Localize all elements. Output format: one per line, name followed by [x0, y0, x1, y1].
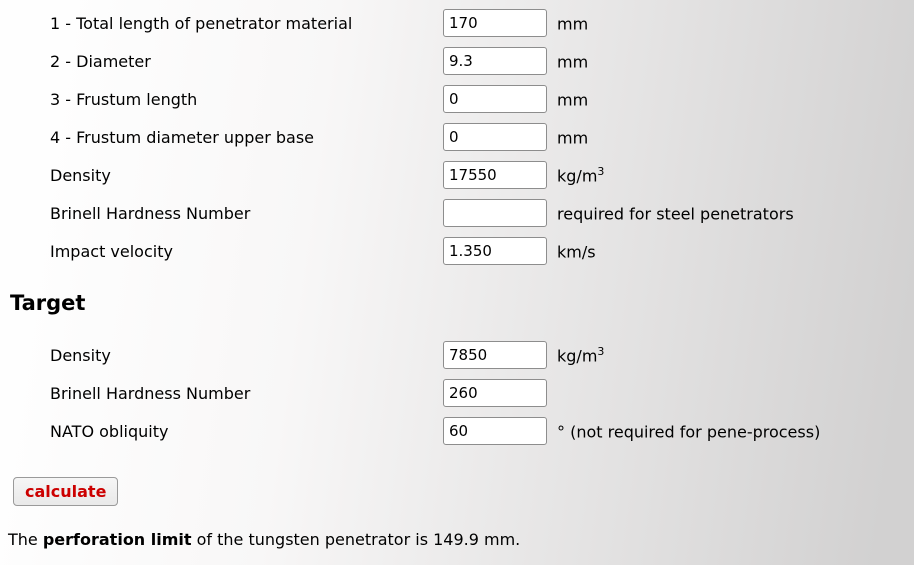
unit-text: mm: [557, 14, 589, 34]
impact-velocity-unit: km/s: [557, 241, 596, 261]
frustum-length-input[interactable]: [443, 85, 547, 113]
form-row-target-bhn: Brinell Hardness Number: [0, 374, 914, 412]
unit-text: kg/m: [557, 346, 598, 366]
diameter-input[interactable]: [443, 47, 547, 75]
impact-velocity-input[interactable]: [443, 237, 547, 265]
target-heading: Target: [10, 291, 86, 315]
form-row-target-density: Density kg/m3: [0, 336, 914, 374]
unit-text: km/s: [557, 242, 596, 262]
result-prefix: The: [8, 530, 43, 549]
nato-obliquity-label: NATO obliquity: [50, 421, 169, 441]
nato-obliquity-input[interactable]: [443, 417, 547, 445]
target-form-section: Density kg/m3 Brinell Hardness Number NA…: [0, 336, 914, 450]
diameter-unit: mm: [557, 51, 588, 71]
form-row-diameter: 2 - Diameter mm: [0, 42, 914, 80]
penetrator-form-section: 1 - Total length of penetrator material …: [0, 0, 914, 270]
form-row-penetrator-density: Density kg/m3: [0, 156, 914, 194]
total-length-unit: mm: [557, 13, 588, 33]
frustum-diameter-label: 4 - Frustum diameter upper base: [50, 127, 315, 147]
penetrator-bhn-label: Brinell Hardness Number: [50, 203, 251, 223]
frustum-diameter-unit: mm: [557, 127, 588, 147]
form-row-penetrator-bhn: Brinell Hardness Number required for ste…: [0, 194, 914, 232]
total-length-label: 1 - Total length of penetrator material: [50, 13, 353, 33]
unit-text: ° (not required for pene-process): [557, 422, 821, 442]
target-bhn-input[interactable]: [443, 379, 547, 407]
penetrator-density-input[interactable]: [443, 161, 547, 189]
nato-obliquity-note: ° (not required for pene-process): [557, 421, 820, 441]
total-length-input[interactable]: [443, 9, 547, 37]
penetrator-bhn-input[interactable]: [443, 199, 547, 227]
result-text: The perforation limit of the tungsten pe…: [8, 530, 914, 549]
unit-exponent: 3: [597, 344, 605, 358]
unit-text: mm: [557, 52, 589, 72]
frustum-length-unit: mm: [557, 89, 588, 109]
penetrator-density-label: Density: [50, 165, 111, 185]
unit-text: kg/m: [557, 166, 598, 186]
penetrator-bhn-note: required for steel penetrators: [557, 203, 794, 223]
form-row-frustum-diameter: 4 - Frustum diameter upper base mm: [0, 118, 914, 156]
impact-velocity-label: Impact velocity: [50, 241, 173, 261]
form-row-impact-velocity: Impact velocity km/s: [0, 232, 914, 270]
unit-text: required for steel penetrators: [557, 204, 794, 224]
target-density-input[interactable]: [443, 341, 547, 369]
frustum-upper-diameter-input[interactable]: [443, 123, 547, 151]
calculate-button[interactable]: calculate: [13, 477, 119, 506]
form-row-frustum-length: 3 - Frustum length mm: [0, 80, 914, 118]
result-suffix: of the tungsten penetrator is 149.9 mm.: [191, 530, 521, 549]
unit-text: mm: [557, 90, 589, 110]
result-highlight: perforation limit: [42, 530, 192, 549]
target-bhn-label: Brinell Hardness Number: [50, 383, 251, 403]
unit-text: mm: [557, 128, 589, 148]
form-row-nato-obliquity: NATO obliquity ° (not required for pene-…: [0, 412, 914, 450]
frustum-length-label: 3 - Frustum length: [50, 89, 198, 109]
unit-exponent: 3: [597, 164, 605, 178]
form-row-total-length: 1 - Total length of penetrator material …: [0, 4, 914, 42]
penetrator-density-unit: kg/m3: [557, 165, 604, 185]
target-density-label: Density: [50, 345, 111, 365]
target-density-unit: kg/m3: [557, 345, 604, 365]
diameter-label: 2 - Diameter: [50, 51, 151, 71]
